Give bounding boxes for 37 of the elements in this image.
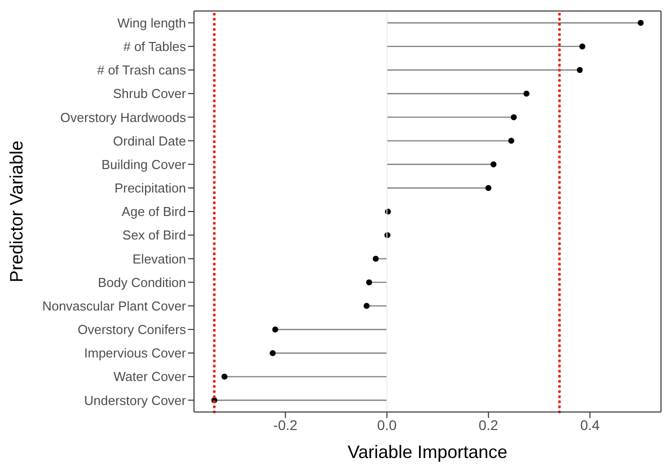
y-tick-label: Ordinal Date (113, 133, 186, 148)
y-tick-label: Age of Bird (122, 204, 186, 220)
point (221, 374, 228, 380)
x-axis-title: Variable Importance (348, 442, 508, 462)
y-tick-label: Water Cover (114, 369, 187, 384)
y-tick-label: Building Cover (101, 156, 187, 172)
point (490, 161, 496, 168)
y-tick-label: Wing length (117, 15, 186, 30)
y-tick-label: Shrub Cover (113, 86, 187, 102)
x-tick-label: -0.2 (273, 416, 298, 433)
y-tick-label: Understory Cover (84, 392, 187, 408)
point (523, 90, 530, 97)
point (576, 67, 583, 74)
y-tick-label: Nonvascular Plant Cover (42, 298, 187, 314)
point (372, 256, 379, 262)
point (638, 20, 644, 26)
y-tick-label: Sex of Bird (122, 228, 186, 243)
y-tick-label: # of Tables (123, 38, 186, 54)
point (272, 326, 278, 333)
point (508, 138, 514, 144)
y-tick-label: Body Condition (98, 274, 186, 290)
point (366, 279, 372, 286)
y-tick-label: Impervious Cover (84, 346, 187, 361)
point (510, 114, 517, 120)
y-tick-label: # of Trash cans (97, 62, 186, 78)
y-tick-label: Overstory Conifers (78, 322, 186, 338)
x-tick-label: 0.4 (580, 416, 600, 433)
y-tick-label: Overstory Hardwoods (60, 110, 186, 125)
y-tick-label: Precipitation (114, 180, 186, 196)
point (579, 43, 586, 50)
point (364, 302, 370, 309)
y-tick-label: Elevation (132, 251, 186, 266)
point (485, 184, 492, 191)
point (270, 350, 276, 356)
y-axis-title: Predictor Variable (6, 140, 26, 282)
x-tick-label: 0.0 (377, 416, 397, 433)
x-tick-label: 0.2 (478, 416, 498, 433)
